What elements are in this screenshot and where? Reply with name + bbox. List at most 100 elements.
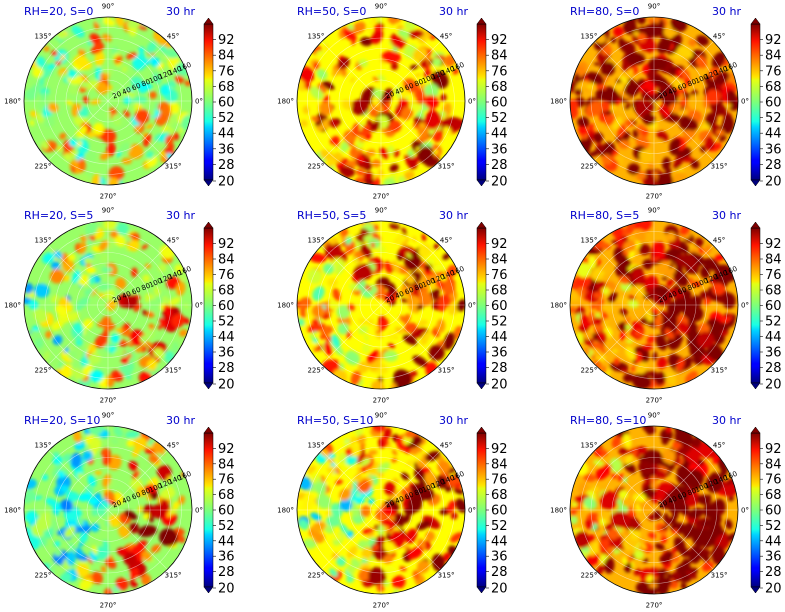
colorbar-extend-max (750, 221, 761, 229)
rh-cell (586, 342, 593, 347)
rh-cell (340, 141, 349, 152)
rh-cell (144, 447, 155, 455)
rh-cell (123, 110, 131, 118)
rh-cell (401, 298, 408, 303)
angular-gridline (380, 245, 441, 306)
colorbar-tick-label: 28 (218, 565, 235, 580)
rh-cell (647, 163, 654, 168)
rh-cell (611, 435, 622, 449)
rh-cell (49, 269, 65, 284)
angle-tick-label: 90° (648, 207, 660, 215)
rh-cell (162, 125, 169, 132)
rh-cell (610, 511, 631, 528)
rh-cell (309, 334, 316, 340)
rh-cell (402, 34, 409, 42)
rh-cell (90, 99, 101, 105)
colorbar-tick-label: 44 (765, 330, 782, 345)
angle-tick-label: 0° (468, 302, 476, 310)
angle-tick-label: 135° (34, 236, 51, 244)
rh-cell (316, 125, 323, 132)
rh-cell (68, 348, 77, 361)
colorbar-tick-label: 68 (218, 284, 235, 299)
rh-cell (414, 452, 423, 463)
rh-cell (143, 513, 150, 520)
colorbar-tick-label: 92 (218, 442, 235, 457)
rh-cell (336, 304, 351, 319)
rh-cell (381, 50, 401, 64)
colorbar-tick-label: 28 (218, 158, 235, 173)
angle-tick-label: 0° (195, 302, 203, 310)
rh-cell (405, 528, 418, 544)
rh-cell (431, 553, 446, 572)
rh-cell (662, 449, 676, 464)
rh-cell (402, 313, 411, 325)
angular-gridline (653, 304, 714, 365)
rh-cell (358, 325, 369, 335)
radial-tick-label: 20 (384, 90, 395, 101)
rh-cell (350, 558, 361, 569)
rh-cell (578, 124, 588, 138)
rh-cell (580, 134, 588, 140)
colorbar-tick-label: 52 (218, 519, 235, 534)
radial-tick-label: 80 (413, 487, 424, 498)
rh-cell (579, 315, 592, 328)
angle-tick-label: 135° (580, 236, 597, 244)
angular-gridline (107, 509, 168, 570)
rh-cell (94, 334, 108, 348)
panel-time-label: 30 hr (439, 209, 468, 222)
rh-cell (601, 311, 608, 320)
angle-tick-label: 315° (711, 367, 728, 375)
rh-cell (604, 114, 615, 126)
rh-cell (383, 350, 398, 362)
rh-cell (453, 488, 464, 495)
rh-cell (646, 335, 655, 344)
radial-tick-label: 40 (667, 86, 678, 97)
angular-gridline (653, 100, 714, 161)
angle-tick-label: 315° (438, 572, 455, 580)
colorbar-extend-max (750, 17, 761, 25)
rh-cell (345, 447, 353, 457)
rh-cell (144, 263, 151, 269)
rh-cell (314, 482, 327, 495)
rh-cell (697, 331, 715, 349)
rh-cell (349, 467, 358, 474)
angular-gridline (653, 450, 714, 511)
rh-cell (144, 340, 153, 349)
colorbar-tick-label: 68 (218, 488, 235, 503)
angular-gridline (107, 450, 168, 511)
angle-tick-label: 180° (4, 98, 21, 106)
rh-cell (667, 550, 671, 558)
rh-cell (679, 92, 685, 101)
rh-cell (431, 264, 446, 273)
rh-cell (389, 223, 401, 230)
rh-cell (418, 134, 430, 143)
rh-cell (604, 557, 615, 574)
rh-cell (131, 447, 140, 458)
rh-cell (677, 321, 690, 334)
colorbar-tick-label: 28 (765, 565, 782, 580)
rh-cell (623, 433, 632, 448)
rh-cell (433, 243, 440, 250)
radial-tick-label: 20 (384, 499, 395, 510)
rh-cell (685, 118, 698, 131)
angle-tick-label: 225° (580, 163, 597, 171)
rh-cell (628, 299, 639, 309)
rh-cell (145, 123, 154, 130)
rh-cell (79, 241, 87, 255)
rh-cell (641, 129, 649, 136)
angular-gridline (380, 450, 441, 511)
rh-cell (158, 528, 179, 547)
colorbar-tick-label: 84 (218, 49, 235, 64)
rh-cell (80, 125, 88, 134)
colorbar-tick-label: 20 (765, 582, 782, 597)
colorbar-tick-label: 60 (765, 96, 782, 111)
rh-cell (407, 494, 423, 513)
rh-cell (90, 42, 105, 55)
rh-cell (52, 335, 63, 346)
rh-cell (656, 37, 672, 54)
colorbar-extend-min (476, 586, 487, 594)
rh-cell (80, 235, 88, 242)
rh-cell (125, 430, 141, 439)
radial-tick-label: 80 (140, 78, 151, 89)
rh-cell (383, 565, 397, 576)
